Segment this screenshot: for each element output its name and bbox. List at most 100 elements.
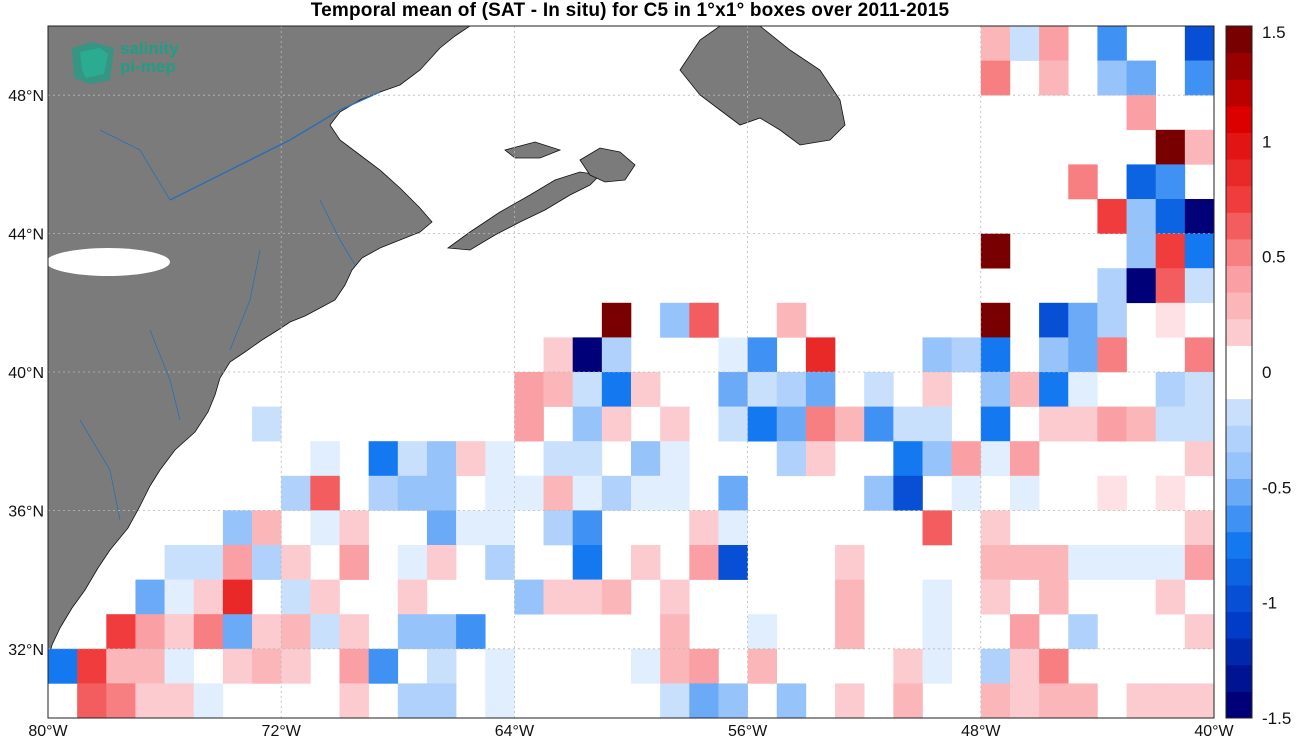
data-cell xyxy=(368,475,399,511)
data-cell xyxy=(980,648,1011,684)
colorbar-segment xyxy=(1226,611,1252,639)
data-cell xyxy=(252,545,282,580)
data-cell xyxy=(310,441,340,477)
data-cell xyxy=(164,545,195,580)
data-cell xyxy=(689,302,719,338)
data-cell xyxy=(572,337,603,373)
data-cell xyxy=(980,337,1011,373)
colorbar-segment xyxy=(1226,212,1252,240)
colorbar-segment xyxy=(1226,558,1252,586)
data-cell xyxy=(1039,648,1069,684)
data-cell xyxy=(776,683,807,718)
colorbar-segment xyxy=(1226,26,1252,54)
data-cell xyxy=(1068,302,1098,338)
data-cell xyxy=(1039,337,1069,373)
data-cell xyxy=(1126,233,1156,269)
data-cell xyxy=(164,614,195,650)
data-cell xyxy=(135,579,165,615)
data-cell xyxy=(1184,545,1214,580)
data-cell xyxy=(1009,475,1040,511)
data-cell xyxy=(805,372,836,407)
data-cell xyxy=(1097,406,1127,442)
colorbar-segment xyxy=(1226,345,1252,373)
x-tick-label: 40°W xyxy=(1194,723,1234,740)
colorbar-segment xyxy=(1226,638,1252,666)
data-cell xyxy=(135,683,165,718)
colorbar-tick-label: 0 xyxy=(1262,363,1271,382)
colorbar-segment xyxy=(1226,238,1252,267)
data-cell xyxy=(922,337,952,373)
colorbar-tick-label: -0.5 xyxy=(1262,478,1291,497)
pimep-logo: salinity pi-mep xyxy=(70,40,210,90)
data-cell xyxy=(689,683,719,718)
data-cell xyxy=(368,648,399,684)
data-cell xyxy=(572,441,603,477)
data-cell xyxy=(864,475,894,511)
data-cell xyxy=(572,579,603,615)
colorbar-segment xyxy=(1226,292,1252,320)
data-cell xyxy=(77,648,107,684)
data-cell xyxy=(660,302,690,338)
colorbar-tick-label: -1 xyxy=(1262,594,1277,613)
data-cell xyxy=(1068,337,1098,373)
data-cell xyxy=(252,614,282,650)
data-cell xyxy=(77,683,107,718)
data-cell xyxy=(1184,199,1214,234)
data-cell xyxy=(922,510,952,546)
colorbar-segment xyxy=(1226,505,1252,533)
data-cell xyxy=(893,648,923,684)
data-cell xyxy=(1126,406,1156,442)
data-cell xyxy=(572,510,603,546)
data-cell xyxy=(514,372,544,407)
data-cell xyxy=(135,614,165,650)
data-cell xyxy=(193,683,224,718)
data-cell xyxy=(1184,441,1214,477)
data-cell xyxy=(922,372,952,407)
data-cell xyxy=(164,683,195,718)
data-cell xyxy=(951,441,982,477)
x-tick-label: 64°W xyxy=(495,723,535,740)
data-cell xyxy=(718,337,748,373)
data-cell xyxy=(1155,129,1186,165)
data-cell xyxy=(397,683,428,718)
data-cell xyxy=(922,579,952,615)
data-cell xyxy=(543,441,573,477)
colorbar-segment xyxy=(1226,531,1252,559)
data-cell xyxy=(1126,268,1156,304)
data-cell xyxy=(1068,164,1098,200)
x-tick-label: 72°W xyxy=(262,723,302,740)
y-tick-label: 36°N xyxy=(8,503,44,520)
data-cell xyxy=(426,441,457,477)
data-cell xyxy=(1009,372,1040,407)
data-cell xyxy=(281,545,311,580)
data-cell xyxy=(835,579,865,615)
data-cell xyxy=(1009,441,1040,477)
data-cell xyxy=(1009,614,1040,650)
data-cell xyxy=(1097,545,1127,580)
data-cell xyxy=(893,441,923,477)
data-cell xyxy=(980,545,1011,580)
data-cell xyxy=(426,648,457,684)
data-cell xyxy=(601,406,632,442)
data-cell xyxy=(543,372,573,407)
data-cell xyxy=(310,579,340,615)
data-cell xyxy=(1068,406,1098,442)
river-2 xyxy=(229,249,261,351)
data-cell xyxy=(1184,129,1214,165)
colorbar-tick-label: -1.5 xyxy=(1262,709,1291,728)
data-cell xyxy=(1039,545,1069,580)
data-cell xyxy=(193,614,224,650)
data-cell xyxy=(864,372,894,407)
data-cell xyxy=(631,441,661,477)
colorbar-tick-label: 1 xyxy=(1262,132,1271,151)
data-cell xyxy=(368,441,399,477)
data-cell xyxy=(281,579,311,615)
prince-edward-island xyxy=(504,141,562,159)
data-cell xyxy=(718,406,748,442)
river-1 xyxy=(99,129,171,201)
data-cell xyxy=(1126,199,1156,234)
data-cell xyxy=(1097,26,1127,61)
data-cell xyxy=(1184,26,1214,61)
data-cell xyxy=(1155,372,1186,407)
data-cell xyxy=(426,475,457,511)
